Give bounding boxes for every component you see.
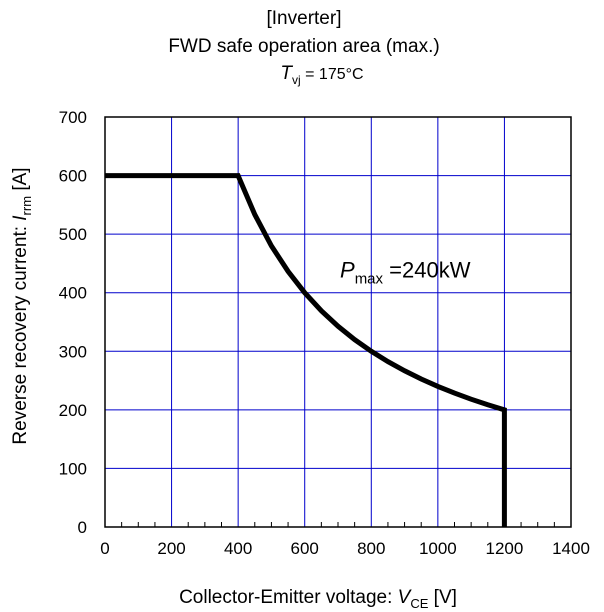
- x-tick-labels: 0 200 400 600 800 1000 1200 1400: [100, 539, 590, 558]
- chart-condition: Tvj = 175°C: [280, 63, 363, 87]
- y-tick-label: 300: [59, 342, 87, 361]
- x-tick-label: 800: [357, 539, 385, 558]
- y-tick-label: 700: [59, 108, 87, 127]
- x-tick-label: 200: [157, 539, 185, 558]
- y-tick-label: 600: [59, 167, 87, 186]
- y-tick-label: 200: [59, 401, 87, 420]
- y-axis-label-prefix: Reverse recovery current:: [10, 221, 31, 445]
- annotation-subscript: max: [355, 270, 384, 287]
- pmax-annotation: Pmax =240kW: [340, 257, 471, 287]
- y-axis-label: Reverse recovery current: Irrm [A]: [10, 167, 34, 444]
- chart-title-line1: [Inverter]: [267, 8, 342, 29]
- x-axis-label-subscript: CE: [410, 596, 428, 611]
- y-tick-label: 100: [59, 459, 87, 478]
- chart-title-line2: FWD safe operation area (max.): [168, 36, 439, 57]
- y-tick-labels: 0 100 200 300 400 500 600 700: [59, 108, 87, 537]
- condition-rest: = 175°C: [301, 66, 364, 83]
- x-axis-label-suffix: [V]: [428, 587, 457, 608]
- x-tick-label: 400: [224, 539, 252, 558]
- x-axis-label-symbol: V: [398, 587, 413, 608]
- x-axis-label: Collector-Emitter voltage: VCE [V]: [179, 587, 457, 611]
- x-axis-label-prefix: Collector-Emitter voltage:: [179, 587, 398, 608]
- condition-symbol: T: [280, 63, 293, 84]
- y-tick-label: 0: [78, 518, 87, 537]
- grid: [105, 117, 571, 527]
- y-tick-label: 500: [59, 225, 87, 244]
- condition-subscript: vj: [292, 73, 301, 87]
- y-axis-label-suffix: [A]: [10, 167, 31, 196]
- x-tick-label: 1200: [486, 539, 524, 558]
- minor-ticks: [121, 522, 555, 527]
- soa-curve: [105, 173, 507, 527]
- annotation-rest: =240kW: [383, 257, 471, 282]
- y-axis-label-subscript: rrm: [19, 196, 34, 216]
- x-tick-label: 0: [100, 539, 109, 558]
- y-tick-label: 400: [59, 284, 87, 303]
- annotation-symbol: P: [340, 257, 355, 282]
- plot-area: [104, 116, 572, 528]
- x-tick-label: 1000: [419, 539, 457, 558]
- x-tick-label: 600: [291, 539, 319, 558]
- y-axis-label-symbol: I: [10, 215, 31, 221]
- x-tick-label: 1400: [552, 539, 590, 558]
